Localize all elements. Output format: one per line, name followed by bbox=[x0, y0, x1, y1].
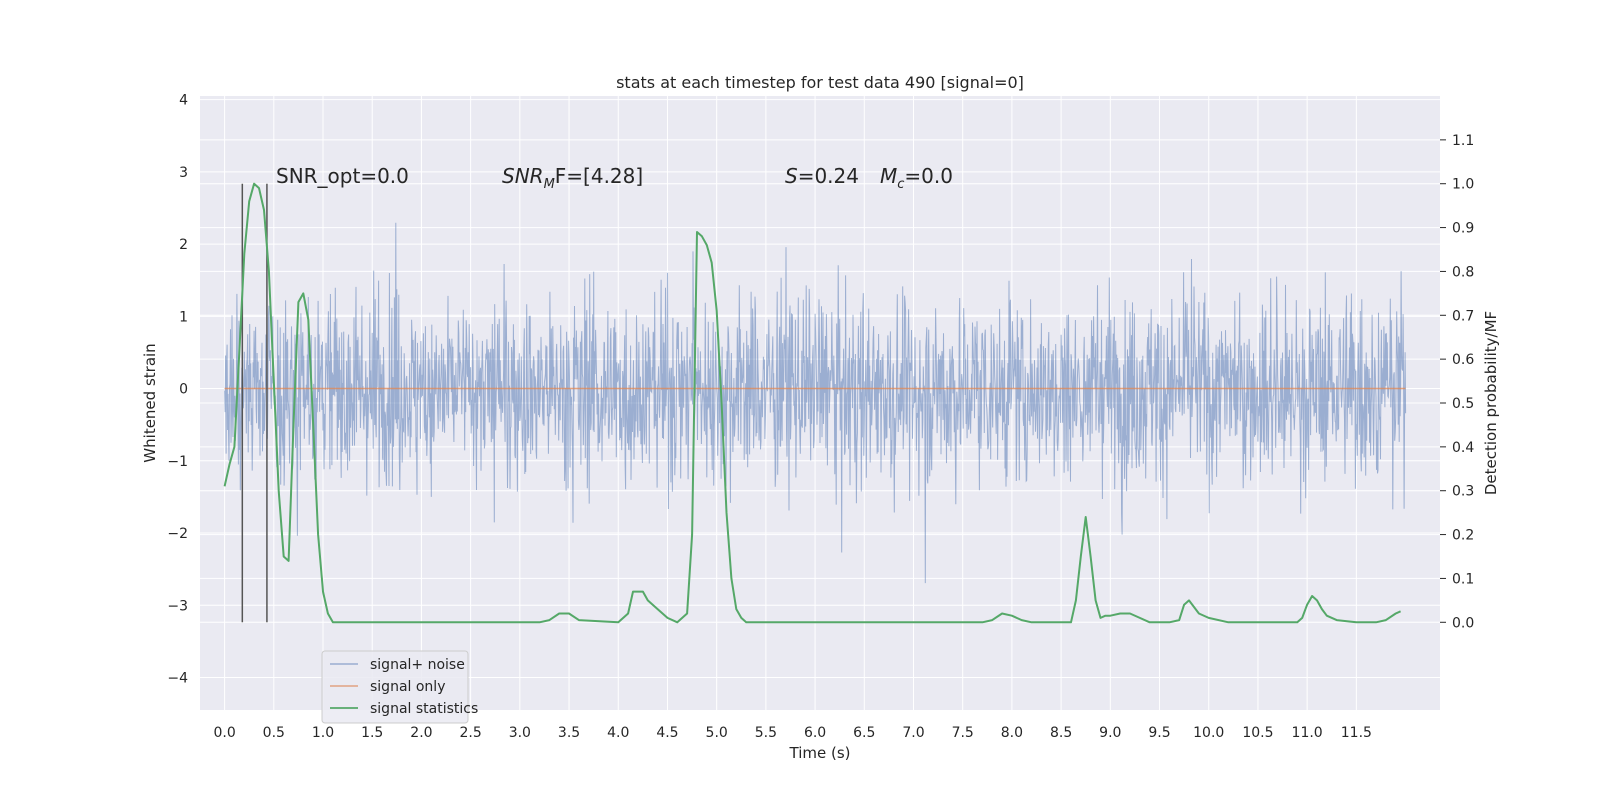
x-tick-label-16: 8.0 bbox=[1001, 725, 1023, 741]
x-tick-label-15: 7.5 bbox=[952, 725, 974, 741]
x-tick-label-23: 11.5 bbox=[1341, 725, 1372, 741]
x-tick-label-5: 2.5 bbox=[460, 725, 482, 741]
legend-box bbox=[321, 650, 469, 724]
annotation-s-main: S bbox=[785, 164, 798, 188]
x-axis-label: Time (s) bbox=[789, 744, 851, 762]
left-y-tick-label-8: −4 bbox=[167, 670, 188, 686]
right-y-axis-label: Detection probability/MF bbox=[1482, 311, 1500, 495]
right-y-tick-label-3: 0.8 bbox=[1452, 264, 1474, 280]
left-y-tick-label-4: 0 bbox=[179, 382, 188, 398]
x-tick-labels: 0.0 0.5 1.0 1.5 2.0 2.5 3.0 3.5 4.0 4.5 5.0 5.5 6.0 6… bbox=[213, 725, 1371, 741]
right-y-tick-label-0: 1.1 bbox=[1452, 133, 1474, 149]
left-y-tick-label-7: −3 bbox=[167, 598, 188, 614]
legend: signal+ noise signal only signal statist… bbox=[321, 650, 478, 724]
annotation-mc-tail: =0.0 bbox=[904, 164, 953, 188]
x-tick-label-18: 9.0 bbox=[1099, 725, 1121, 741]
x-tick-label-11: 5.5 bbox=[755, 725, 777, 741]
noise-series bbox=[224, 222, 1407, 584]
x-tick-label-21: 10.5 bbox=[1242, 725, 1273, 741]
annotation-s-tail: =0.24 bbox=[798, 164, 859, 188]
left-y-tick-label-5: −1 bbox=[167, 454, 188, 470]
legend-label-signal: signal only bbox=[370, 679, 445, 695]
noise-line bbox=[224, 222, 1407, 584]
x-tick-label-6: 3.0 bbox=[509, 725, 531, 741]
legend-label-noise: signal+ noise bbox=[370, 657, 465, 673]
left-y-axis-label: Whitened strain bbox=[141, 343, 159, 462]
right-y-tick-labels: 1.1 1.0 0.9 0.8 0.7 0.6 0.5 0.4 0.3 0.2 0.1 0.0 bbox=[1440, 133, 1474, 631]
x-tick-label-8: 4.0 bbox=[607, 725, 629, 741]
left-y-tick-label-1: 3 bbox=[179, 165, 188, 181]
x-tick-label-10: 5.0 bbox=[706, 725, 728, 741]
left-y-tick-labels: 4 3 2 1 0 −1 −2 −3 −4 bbox=[167, 93, 188, 687]
right-y-tick-label-1: 1.0 bbox=[1452, 177, 1474, 193]
x-tick-label-2: 1.0 bbox=[312, 725, 334, 741]
right-y-tick-label-8: 0.3 bbox=[1452, 484, 1474, 500]
x-tick-label-7: 3.5 bbox=[558, 725, 580, 741]
x-tick-label-19: 9.5 bbox=[1148, 725, 1170, 741]
right-y-tick-label-5: 0.6 bbox=[1452, 352, 1474, 368]
stats-line bbox=[223, 182, 1402, 624]
right-y-tick-label-10: 0.1 bbox=[1452, 571, 1474, 587]
annotation-mc-main: M bbox=[880, 164, 897, 188]
annotation-mc-sub: c bbox=[897, 177, 904, 192]
right-y-tick-label-9: 0.2 bbox=[1452, 528, 1474, 544]
annotation-snr-mf-sub: M bbox=[544, 177, 555, 192]
x-tick-label-4: 2.0 bbox=[410, 725, 432, 741]
right-y-tick-label-6: 0.5 bbox=[1452, 396, 1474, 412]
annotation-snr-mf-tail: F=[4.28] bbox=[555, 164, 643, 188]
annotation-s: S=0.24 bbox=[785, 164, 859, 188]
chart-title: stats at each timestep for test data 490… bbox=[616, 73, 1024, 92]
annotation-snr-mf: SNRMF=[4.28] bbox=[502, 164, 643, 192]
left-y-tick-label-6: −2 bbox=[167, 526, 188, 542]
x-tick-label-9: 4.5 bbox=[656, 725, 678, 741]
legend-label-stats: signal statistics bbox=[370, 701, 478, 717]
left-y-tick-label-3: 1 bbox=[179, 309, 188, 325]
annotation-mc: Mc=0.0 bbox=[880, 164, 953, 192]
annotation-snr-opt: SNR_opt=0.0 bbox=[276, 164, 409, 188]
x-tick-label-3: 1.5 bbox=[361, 725, 383, 741]
x-tick-label-17: 8.5 bbox=[1050, 725, 1072, 741]
left-y-tick-label-0: 4 bbox=[179, 93, 188, 109]
stats-series bbox=[223, 182, 1402, 624]
right-y-tick-label-11: 0.0 bbox=[1452, 615, 1474, 631]
x-tick-label-22: 11.0 bbox=[1292, 725, 1323, 741]
x-tick-label-0: 0.0 bbox=[213, 725, 235, 741]
left-y-tick-label-2: 2 bbox=[179, 237, 188, 253]
x-tick-label-12: 6.0 bbox=[804, 725, 826, 741]
right-y-tick-label-4: 0.7 bbox=[1452, 308, 1474, 324]
right-y-tick-label-2: 0.9 bbox=[1452, 221, 1474, 237]
x-tick-label-14: 7.0 bbox=[902, 725, 924, 741]
x-tick-label-1: 0.5 bbox=[263, 725, 285, 741]
x-tick-label-20: 10.0 bbox=[1193, 725, 1224, 741]
annotation-snr-mf-main: SNR bbox=[502, 164, 544, 188]
right-y-tick-label-7: 0.4 bbox=[1452, 440, 1474, 456]
x-tick-label-13: 6.5 bbox=[853, 725, 875, 741]
